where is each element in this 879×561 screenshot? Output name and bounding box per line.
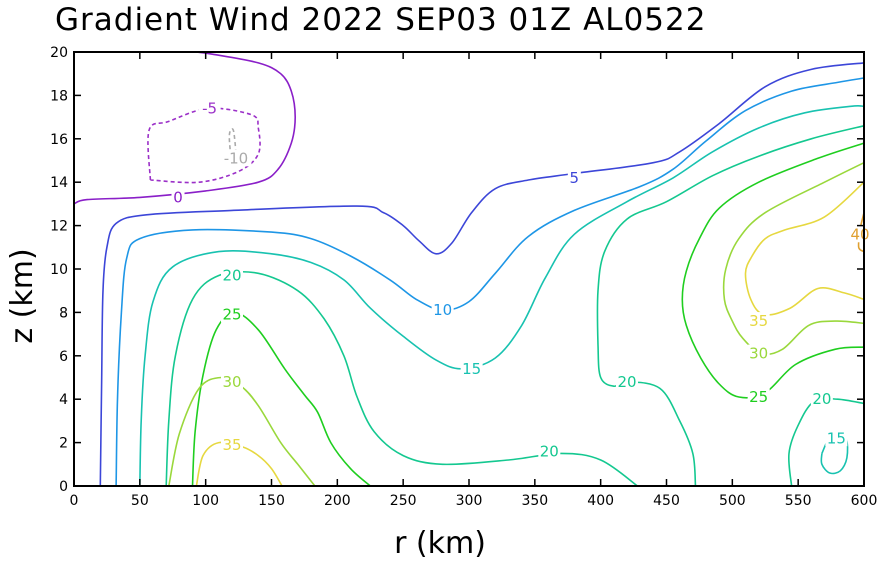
contour-label-16: 35	[749, 312, 768, 330]
contour-label-8: 20	[540, 442, 559, 460]
y-tick-label: 18	[50, 88, 68, 104]
contour-label-bg	[747, 312, 770, 330]
x-tick-label: 0	[70, 493, 79, 509]
contour-label-bg	[221, 435, 243, 453]
contour--10-0	[228, 128, 237, 157]
contour-label-bg	[171, 188, 185, 206]
contour-label-bg	[616, 372, 638, 390]
contour-5-0	[99, 62, 865, 487]
contour-label-10: 20	[812, 390, 831, 408]
contour-35-1	[744, 181, 865, 316]
y-tick-label: 4	[59, 392, 68, 408]
contour-label-9: 20	[617, 373, 636, 391]
y-axis-label: z (km)	[5, 248, 40, 343]
contour-label-bg	[460, 359, 483, 377]
contour-15-0	[139, 105, 865, 487]
contour-label-7: 20	[222, 267, 241, 285]
contour-label-13: 30	[222, 373, 241, 391]
y-tick-label: 12	[50, 219, 68, 235]
y-tick-label: 10	[50, 262, 68, 278]
contour-label-2: 0	[173, 188, 183, 206]
x-tick-label: 400	[587, 493, 614, 509]
contour-label-bg	[538, 442, 561, 460]
contour-label-15: 35	[222, 436, 241, 454]
contour-label-11: 25	[222, 306, 241, 324]
x-tick-label: 200	[324, 493, 351, 509]
contour-20-1	[596, 125, 865, 487]
x-tick-label: 600	[851, 493, 878, 509]
contour-label-bg	[221, 266, 243, 284]
x-tick-label: 150	[258, 493, 285, 509]
contour-layer	[73, 51, 865, 487]
contour-label-bg	[198, 99, 221, 117]
x-axis-label: r (km)	[394, 526, 486, 561]
contour-25-1	[681, 142, 865, 399]
y-tick-label: 6	[59, 349, 68, 365]
contour-label-bg	[431, 301, 454, 319]
contour--5-0	[147, 107, 261, 184]
contour-label-14: 30	[749, 345, 768, 363]
contour-label-17: 40	[851, 225, 870, 243]
axis-ticks: 0 50 100 150 200 250 300 350 400 450 500 550 6000246…	[50, 45, 877, 509]
contour-label-layer: -5 -10 0 5 10 15 15 20 20 20 20 25 25 30 30 35 35 40	[171, 99, 872, 460]
y-tick-label: 0	[59, 479, 68, 495]
contour-label-bg	[747, 388, 770, 406]
contour-label-bg	[221, 305, 243, 323]
contour-label-bg	[567, 168, 581, 186]
y-tick-label: 20	[50, 45, 68, 61]
contour-label-5: 15	[462, 360, 481, 378]
y-tick-label: 16	[50, 132, 68, 148]
contour-20-2	[787, 397, 865, 487]
contour-label-0: -5	[202, 99, 217, 117]
x-tick-label: 550	[785, 493, 812, 509]
y-tick-label: 14	[50, 175, 68, 191]
contour-30-1	[722, 161, 865, 356]
x-tick-label: 500	[719, 493, 746, 509]
contour-label-6: 15	[827, 429, 846, 447]
chart-title: Gradient Wind 2022 SEP03 01Z AL0522	[55, 2, 706, 38]
contour-label-bg	[849, 225, 872, 243]
y-tick-label: 8	[59, 305, 68, 321]
x-tick-label: 450	[653, 493, 680, 509]
contour-label-3: 5	[570, 169, 580, 187]
x-tick-label: 300	[456, 493, 483, 509]
contour-20-0	[165, 270, 638, 487]
contour-label-bg	[221, 372, 243, 390]
contour-label-bg	[810, 390, 833, 408]
x-tick-label: 250	[390, 493, 417, 509]
contour-label-12: 25	[749, 388, 768, 406]
x-tick-label: 100	[192, 493, 219, 509]
contour-25-0	[191, 311, 371, 487]
contour-label-bg	[220, 149, 252, 167]
contour-30-0	[168, 376, 316, 487]
contour-label-1: -10	[224, 149, 249, 167]
x-tick-label: 350	[521, 493, 548, 509]
y-tick-label: 2	[59, 436, 68, 452]
contour-label-4: 10	[433, 301, 452, 319]
contour-label-bg	[747, 344, 770, 362]
contour-label-bg	[825, 429, 848, 447]
x-tick-label: 50	[131, 493, 149, 509]
contour-0-0	[73, 51, 297, 205]
